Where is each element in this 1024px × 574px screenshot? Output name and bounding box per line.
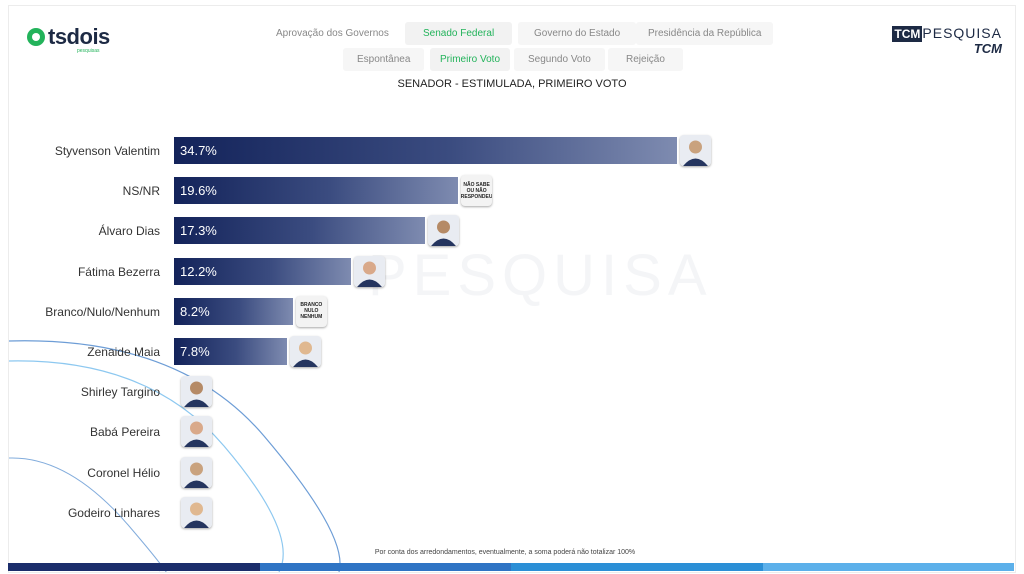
category-label-baba-pereira: Babá Pereira — [89, 425, 160, 440]
tab-governo-estado[interactable]: Governo do Estado — [518, 22, 637, 45]
dashboard-frame — [8, 5, 1016, 573]
category-label-styvenson-valentim: Styvenson Valentim — [54, 144, 160, 158]
candidate-avatar-icon — [181, 376, 212, 408]
bar-branco-nulo-nenhum[interactable]: 8.2% — [174, 297, 293, 325]
tsdois-logo-subtitle: pesquisas — [77, 48, 100, 54]
bottom-color-band — [8, 563, 1014, 571]
answer-badge-branco-nulo-nenhum: BRANCO NULO NENHUM — [295, 295, 327, 327]
bar-value-label: 12.2% — [180, 263, 217, 279]
tab-senado-federal[interactable]: Senado Federal — [405, 22, 513, 45]
answer-badge-ns-nr: NÃO SABE OU NÃO RESPONDEU — [461, 175, 493, 207]
tab-segundo-voto[interactable]: Segundo Voto — [514, 48, 605, 71]
candidate-avatar-icon — [181, 456, 212, 488]
tab-aprovacao-governos[interactable]: Aprovação dos Governos — [276, 28, 389, 39]
candidate-avatar-icon — [181, 416, 212, 448]
category-label-ns-nr: NS/NR — [122, 184, 160, 199]
candidate-avatar-icon — [181, 496, 212, 528]
tsdois-logo: tsdois — [27, 24, 110, 50]
candidate-avatar-icon — [353, 255, 385, 287]
band-segment — [762, 563, 1014, 571]
band-segment — [511, 563, 763, 571]
bar-fatima-bezerra[interactable]: 12.2% — [174, 257, 351, 285]
watermark-text: PESQUISA — [368, 243, 713, 308]
category-label-coronel-helio: Coronel Hélio — [87, 465, 160, 480]
answer-badge-text: NÃO SABE OU NÃO RESPONDEU — [461, 181, 493, 200]
bar-alvaro-dias[interactable]: 17.3% — [174, 217, 425, 245]
category-label-branco-nulo-nenhum: Branco/Nulo/Nenhum — [45, 304, 160, 319]
candidate-avatar-icon — [427, 215, 459, 247]
tsdois-logo-text: tsdois — [48, 24, 110, 49]
bar-zenaide-maia[interactable]: 7.8% — [174, 338, 288, 365]
category-label-godeiro-linhares: Godeiro Linhares — [67, 505, 160, 520]
tab-primeiro-voto[interactable]: Primeiro Voto — [430, 48, 511, 71]
band-segment — [259, 563, 511, 571]
bar-value-label: 17.3% — [180, 223, 217, 239]
tcm-pesquisa-logo: TCM PESQUISA TCM — [892, 25, 1002, 56]
bar-styvenson-valentim[interactable]: 34.7% — [174, 137, 677, 164]
bar-value-label: 8.2% — [180, 303, 210, 319]
candidate-avatar-icon — [680, 135, 711, 166]
tab-rejeicao[interactable]: Rejeição — [608, 48, 683, 71]
tsdois-logo-mark-icon — [27, 28, 45, 46]
bar-value-label: 34.7% — [180, 143, 217, 158]
tcm-logo-box: TCM — [892, 26, 923, 42]
pesquisa-logo-text: PESQUISA — [922, 25, 1002, 41]
bar-ns-nr[interactable]: 19.6% — [174, 177, 459, 205]
footnote: Por conta dos arredondamentos, eventualm… — [374, 549, 636, 556]
category-label-fatima-bezerra: Fátima Bezerra — [77, 264, 160, 279]
answer-badge-text: BRANCO NULO NENHUM — [300, 302, 323, 321]
candidate-avatar-icon — [290, 336, 322, 367]
bar-value-label: 7.8% — [180, 344, 210, 359]
category-label-alvaro-dias: Álvaro Dias — [98, 224, 160, 239]
chart-title: SENADOR - ESTIMULADA, PRIMEIRO VOTO — [397, 78, 627, 90]
band-segment — [8, 563, 260, 571]
tab-espontanea[interactable]: Espontânea — [343, 48, 425, 71]
bar-value-label: 19.6% — [180, 183, 217, 199]
category-label-zenaide-maia: Zenaide Maia — [87, 345, 160, 359]
tab-presidencia-republica[interactable]: Presidência da República — [636, 22, 774, 45]
tcm-logo-secondary: TCM — [973, 41, 1002, 56]
category-label-shirley-targino: Shirley Targino — [80, 385, 160, 400]
